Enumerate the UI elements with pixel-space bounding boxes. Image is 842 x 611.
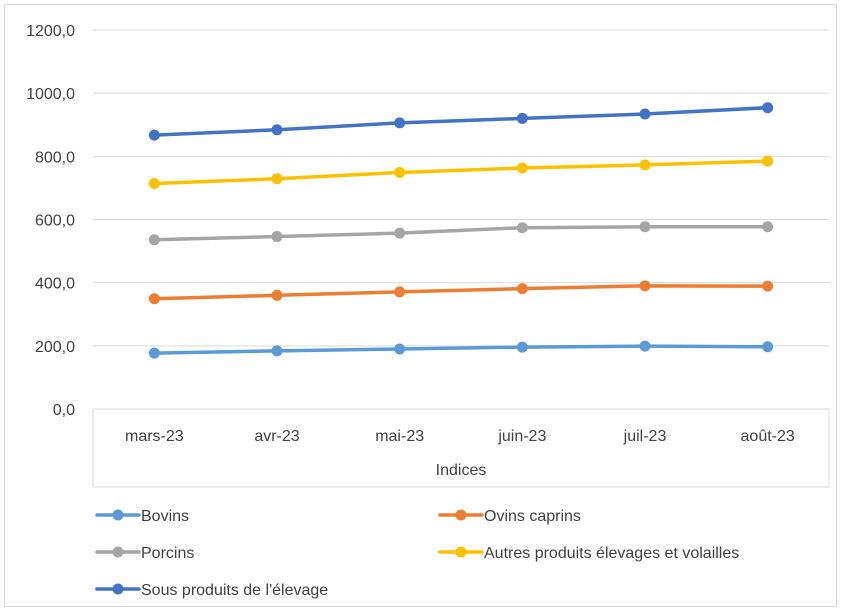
series-line bbox=[152, 284, 770, 301]
data-point bbox=[394, 343, 406, 355]
legend-label: Porcins bbox=[141, 545, 194, 562]
data-point bbox=[271, 345, 283, 357]
series-1 bbox=[148, 280, 774, 305]
x-tick-label: juil-23 bbox=[623, 428, 667, 445]
legend-swatch-marker bbox=[455, 546, 467, 558]
data-point bbox=[639, 340, 651, 352]
x-tick-label: mars-23 bbox=[125, 428, 184, 445]
data-point bbox=[271, 289, 283, 301]
data-point bbox=[271, 124, 283, 136]
data-point bbox=[148, 234, 160, 246]
x-axis-title: Indices bbox=[436, 462, 487, 479]
data-point bbox=[762, 280, 774, 292]
data-point bbox=[148, 347, 160, 359]
x-tick-label: juin-23 bbox=[497, 428, 546, 445]
x-tick-label: août-23 bbox=[741, 428, 795, 445]
data-point bbox=[148, 129, 160, 141]
series-line bbox=[152, 159, 770, 186]
legend-swatch-marker bbox=[112, 546, 124, 558]
data-point bbox=[516, 341, 528, 353]
data-point bbox=[516, 283, 528, 295]
data-point bbox=[639, 108, 651, 120]
data-point bbox=[639, 221, 651, 233]
series-2 bbox=[148, 221, 774, 246]
data-point bbox=[271, 231, 283, 243]
axis-layer: 0,0 200,0 400,0 600,0 800,0 1000,0 1200,0 mars-… bbox=[26, 23, 795, 445]
chart-frame bbox=[4, 4, 837, 607]
legend-item: Bovins bbox=[95, 508, 189, 525]
x-tick-label: mai-23 bbox=[375, 428, 424, 445]
legend-item: Ovins caprins bbox=[438, 508, 581, 525]
grid-layer bbox=[92, 29, 830, 488]
y-tick-label: 1200,0 bbox=[26, 23, 75, 40]
legend-item: Porcins bbox=[95, 545, 194, 562]
series-line bbox=[152, 225, 770, 242]
series-4 bbox=[148, 102, 774, 141]
data-point bbox=[516, 162, 528, 174]
series-layer bbox=[148, 102, 774, 359]
data-point bbox=[394, 166, 406, 178]
legend-item: Autres produits élevages et volailles bbox=[438, 545, 739, 562]
y-tick-label: 0,0 bbox=[53, 402, 75, 419]
data-point bbox=[762, 221, 774, 233]
y-tick-label: 1000,0 bbox=[26, 86, 75, 103]
legend-label: Autres produits élevages et volailles bbox=[484, 545, 739, 562]
data-point bbox=[762, 155, 774, 167]
legend-swatch-marker bbox=[112, 509, 124, 521]
data-point bbox=[639, 280, 651, 292]
y-tick-label: 400,0 bbox=[35, 276, 75, 293]
y-tick-label: 600,0 bbox=[35, 213, 75, 230]
data-point bbox=[394, 227, 406, 239]
legend: Bovins Ovins caprins Porcins Autres produit… bbox=[95, 508, 739, 599]
legend-swatch-marker bbox=[112, 583, 124, 595]
y-tick-label: 800,0 bbox=[35, 149, 75, 166]
series-line bbox=[152, 105, 770, 137]
data-point bbox=[148, 177, 160, 189]
data-point bbox=[516, 222, 528, 234]
data-point bbox=[394, 117, 406, 129]
legend-item: Sous produits de l'élevage bbox=[95, 582, 328, 599]
data-point bbox=[762, 102, 774, 114]
data-point bbox=[639, 159, 651, 171]
data-point bbox=[271, 173, 283, 185]
legend-swatch-marker bbox=[455, 509, 467, 521]
data-point bbox=[148, 293, 160, 305]
data-point bbox=[516, 112, 528, 124]
series-0 bbox=[148, 340, 774, 359]
legend-label: Sous produits de l'élevage bbox=[141, 582, 328, 599]
y-tick-label: 200,0 bbox=[35, 339, 75, 356]
legend-label: Ovins caprins bbox=[484, 508, 581, 525]
data-point bbox=[762, 341, 774, 353]
series-3 bbox=[148, 155, 774, 189]
series-line bbox=[152, 344, 770, 355]
legend-label: Bovins bbox=[141, 508, 189, 525]
data-point bbox=[394, 286, 406, 298]
x-tick-label: avr-23 bbox=[254, 428, 299, 445]
